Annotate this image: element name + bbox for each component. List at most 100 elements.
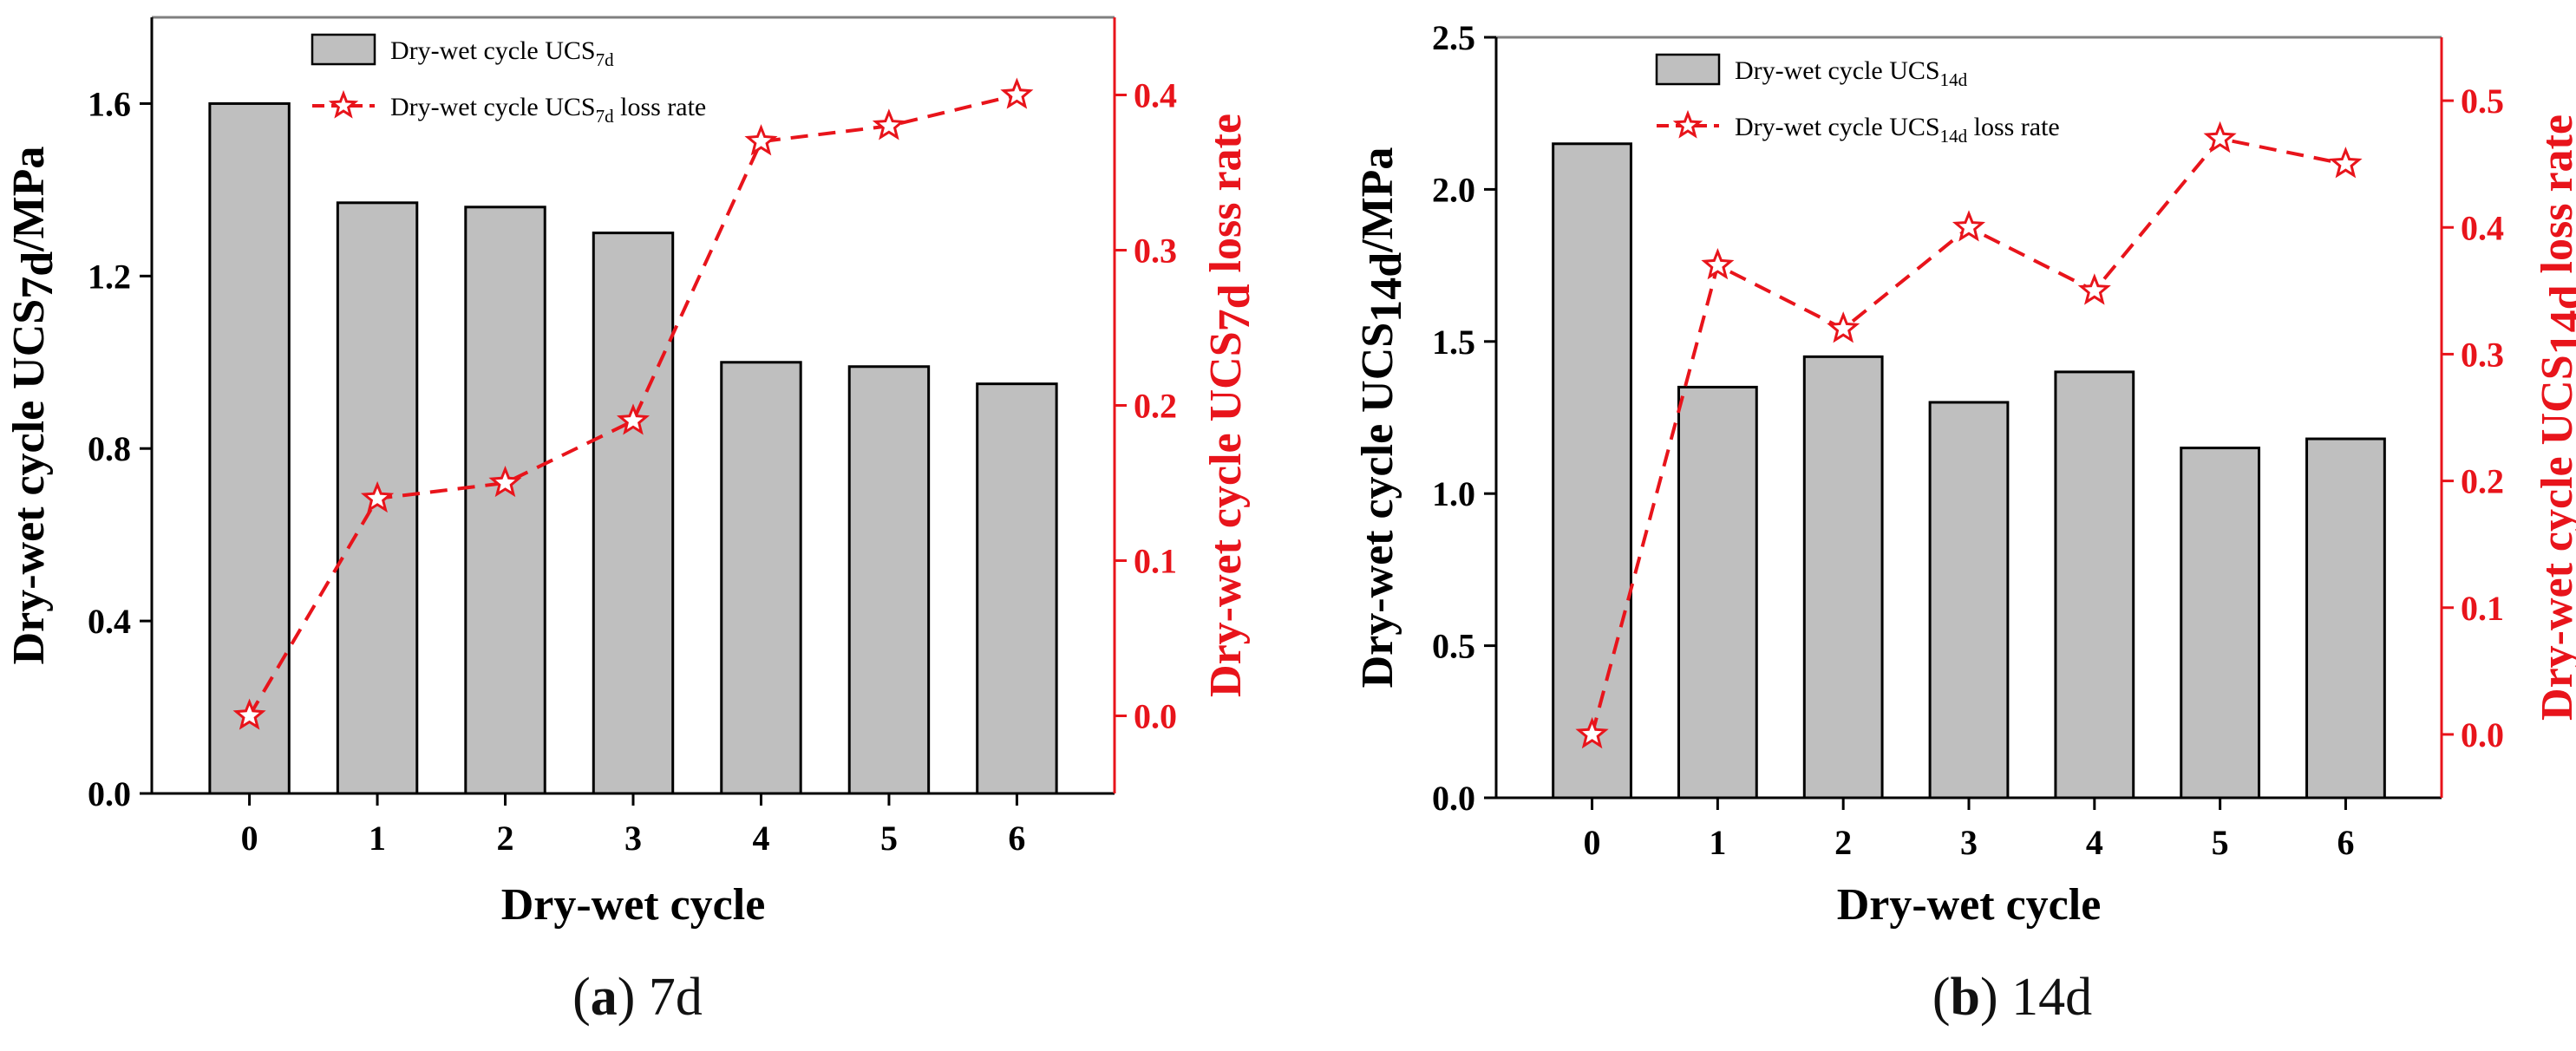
x-tick-label-1: 1 bbox=[369, 819, 386, 858]
chart-panel-14d: 0 1 2 3 4 5 6 0.0 0.5 1.0 1.5 2.0 2.5 0.0 0.1 0.2 0.3 0.4… bbox=[1353, 18, 2576, 1027]
x-tick-label-6: 6 bbox=[2337, 823, 2354, 862]
x-tick-label-3: 3 bbox=[624, 819, 642, 858]
legend-line-label-tail: loss rate bbox=[1967, 113, 2060, 141]
y2-axis-title-tail: loss rate bbox=[2533, 114, 2576, 284]
y-tick-label-2.5: 2.5 bbox=[1432, 18, 1475, 57]
loss-rate-point-1 bbox=[1701, 248, 1735, 280]
legend-line-label-main: Dry-wet cycle UCS bbox=[390, 93, 596, 121]
legend-bar-label: Dry-wet cycle UCS7d bbox=[390, 36, 614, 70]
y-axis-title-sub: 14d bbox=[1362, 252, 1411, 323]
y2-tick-label-0.5: 0.5 bbox=[2461, 82, 2504, 121]
loss-rate-point-6 bbox=[2329, 147, 2363, 179]
bar-5 bbox=[847, 365, 931, 795]
y2-axis-title-sub: 7d bbox=[1210, 284, 1259, 331]
x-tick-label-2: 2 bbox=[497, 819, 514, 858]
bar-4 bbox=[2054, 370, 2135, 800]
x-axis-title: Dry-wet cycle bbox=[501, 880, 766, 930]
x-tick-label-2: 2 bbox=[1834, 823, 1852, 862]
y2-axis-title: Dry-wet cycle UCS7d loss rate bbox=[1201, 114, 1259, 697]
y2-tick-label-0.3: 0.3 bbox=[2461, 335, 2504, 374]
legend-bar-label: Dry-wet cycle UCS14d bbox=[1735, 56, 1968, 90]
legend-bar-swatch bbox=[1655, 53, 1721, 86]
x-tick-label-5: 5 bbox=[880, 819, 898, 858]
y-tick-label-2.0: 2.0 bbox=[1432, 170, 1475, 209]
caption-text: 7d bbox=[649, 968, 703, 1027]
loss-rate-point-2 bbox=[488, 465, 522, 498]
bar-5 bbox=[2180, 447, 2261, 800]
loss-rate-point-0 bbox=[1575, 716, 1609, 749]
legend-bar-label-sub: 7d bbox=[596, 49, 615, 70]
y-axis-title: Dry-wet cycle UCS7d/MPa bbox=[4, 147, 62, 665]
caption-open-paren: ( bbox=[1932, 968, 1951, 1027]
y2-tick-label-0.4: 0.4 bbox=[2461, 208, 2504, 247]
y2-axis-title-main: Dry-wet cycle UCS bbox=[2533, 355, 2576, 721]
legend-line-label-sub: 7d bbox=[596, 106, 615, 127]
bar-0 bbox=[1552, 142, 1632, 800]
legend-line-label-sub: 14d bbox=[1940, 126, 1968, 147]
loss-rate-point-2 bbox=[1827, 311, 1860, 343]
legend-line-label: Dry-wet cycle UCS14d loss rate bbox=[1735, 113, 2060, 147]
y-tick-label-1.0: 1.0 bbox=[1432, 474, 1475, 513]
y-axis-title: Dry-wet cycle UCS14d/MPa bbox=[1353, 147, 1411, 689]
x-tick-label-0: 0 bbox=[1584, 823, 1601, 862]
loss-rate-point-4 bbox=[744, 124, 778, 156]
loss-rate-point-3 bbox=[1952, 210, 1986, 242]
y2-tick-label-0.3: 0.3 bbox=[1134, 232, 1177, 271]
legend-line-label: Dry-wet cycle UCS7d loss rate bbox=[390, 93, 706, 127]
loss-rate-point-0 bbox=[232, 698, 266, 730]
y-tick-label-0.4: 0.4 bbox=[88, 602, 131, 641]
legend-star-icon bbox=[328, 89, 359, 119]
bar-3 bbox=[1928, 401, 2010, 800]
y2-tick-label-0.2: 0.2 bbox=[1134, 387, 1177, 426]
y-tick-label-1.6: 1.6 bbox=[88, 84, 131, 123]
x-tick-label-0: 0 bbox=[241, 819, 258, 858]
x-tick-label-4: 4 bbox=[2086, 823, 2103, 862]
loss-rate-point-4 bbox=[2077, 273, 2111, 305]
y2-tick-label-0.4: 0.4 bbox=[1134, 76, 1177, 115]
legend-bar-label-main: Dry-wet cycle UCS bbox=[390, 36, 596, 65]
loss-rate-point-1 bbox=[360, 480, 395, 513]
y-tick-label-0.5: 0.5 bbox=[1432, 627, 1475, 666]
y2-axis-title-main: Dry-wet cycle UCS bbox=[1201, 331, 1251, 697]
bar-3 bbox=[592, 232, 675, 795]
y-axis-title-unit: /MPa bbox=[1353, 147, 1402, 253]
y-tick-label-1.5: 1.5 bbox=[1432, 323, 1475, 362]
bar-1 bbox=[1677, 385, 1758, 800]
y2-tick-label-0.2: 0.2 bbox=[2461, 462, 2504, 501]
y-tick-label-0.8: 0.8 bbox=[88, 429, 131, 468]
x-tick-label-4: 4 bbox=[752, 819, 769, 858]
bar-2 bbox=[464, 206, 546, 795]
x-tick-label-1: 1 bbox=[1709, 823, 1726, 862]
caption-letter: a bbox=[591, 968, 618, 1027]
y-tick-label-0.0: 0.0 bbox=[1432, 779, 1475, 818]
y2-axis-title-sub: 14d bbox=[2541, 284, 2576, 355]
y-tick-label-1.2: 1.2 bbox=[88, 257, 131, 296]
caption-open-paren: ( bbox=[572, 968, 591, 1027]
x-tick-label-3: 3 bbox=[1960, 823, 1978, 862]
legend-bar-label-main: Dry-wet cycle UCS bbox=[1735, 56, 1940, 85]
loss-rate-point-5 bbox=[2203, 121, 2237, 153]
caption-letter: b bbox=[1951, 968, 1980, 1027]
legend-line-label-tail: loss rate bbox=[614, 93, 707, 121]
figure-caption: (a) 7d bbox=[572, 968, 703, 1027]
y-axis-title-main: Dry-wet cycle UCS bbox=[1353, 323, 1402, 689]
x-tick-label-6: 6 bbox=[1008, 819, 1025, 858]
y-axis-title-sub: 7d bbox=[13, 251, 62, 299]
chart-panel-7d: 0 1 2 3 4 5 6 0.0 0.4 0.8 1.2 1.6 0.0 0.1 0.2 0.3 0.4 Dry… bbox=[4, 16, 1259, 1027]
bar-6 bbox=[976, 382, 1058, 795]
bar-6 bbox=[2305, 437, 2386, 800]
loss-rate-point-5 bbox=[872, 108, 906, 140]
x-axis-title: Dry-wet cycle bbox=[1837, 880, 2102, 930]
bar-2 bbox=[1802, 355, 1884, 800]
legend-star-icon bbox=[1672, 109, 1703, 139]
caption-text: 14d bbox=[2011, 968, 2092, 1027]
y2-tick-label-0.0: 0.0 bbox=[1134, 697, 1177, 736]
y2-axis-title: Dry-wet cycle UCS14d loss rate bbox=[2533, 114, 2576, 721]
legend-bar-label-sub: 14d bbox=[1940, 69, 1968, 90]
y-axis-title-main: Dry-wet cycle UCS bbox=[4, 299, 54, 665]
legend-bar-swatch bbox=[311, 33, 376, 66]
legend-line-label-main: Dry-wet cycle UCS bbox=[1735, 113, 1940, 141]
loss-rate-point-3 bbox=[616, 403, 651, 435]
y-axis-title-unit: /MPa bbox=[4, 147, 54, 252]
